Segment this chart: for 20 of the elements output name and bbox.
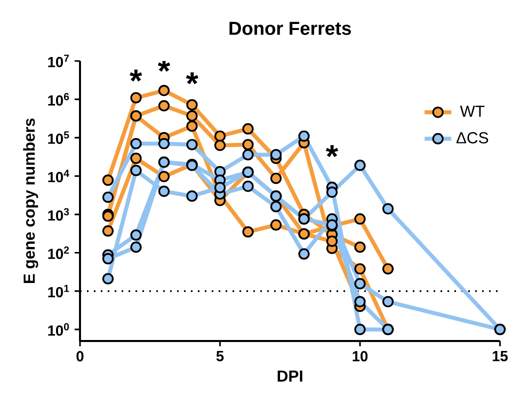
- annotation: *: [130, 70, 142, 82]
- annotation: *: [186, 72, 198, 84]
- y-tick-label: 10$^{4}$: [48, 170, 70, 182]
- y-axis-title: E gene copy numbers: [23, 118, 38, 284]
- x-tick-label: 5: [216, 351, 224, 362]
- y-tick-label: 10$^{0}$: [48, 323, 69, 336]
- y-tick-label: 10$^{3}$: [48, 208, 69, 221]
- chart-title: Donor Ferrets: [230, 22, 351, 35]
- y-tick-label: 10$^{5}$: [48, 131, 69, 144]
- y-tick-label: 10$^{7}$: [48, 54, 69, 68]
- x-tick-label: 10: [352, 351, 368, 362]
- x-axis-title: DPI: [278, 370, 302, 382]
- x-tick-label: 15: [492, 351, 508, 362]
- y-tick-label: 10$^{2}$: [48, 246, 69, 260]
- y-tick-label: 10$^{6}$: [48, 93, 69, 106]
- legend-label: WT: [460, 106, 484, 117]
- x-tick-label: 0: [76, 351, 84, 362]
- annotation: *: [326, 145, 338, 158]
- legend-label: ΔCS: [456, 132, 488, 144]
- y-tick-label: 10$^{1}$: [48, 284, 69, 298]
